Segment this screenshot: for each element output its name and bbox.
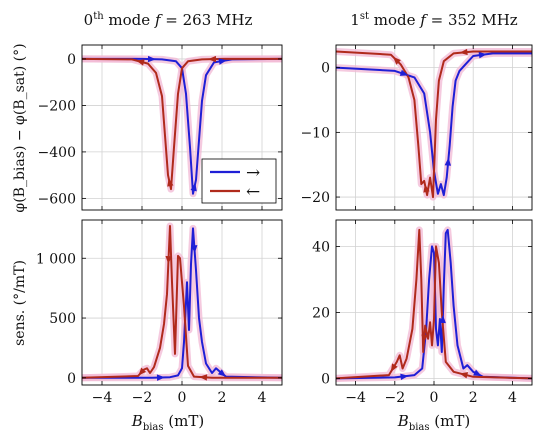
direction-arrow-forward [217,369,227,377]
x-tick-label: −2 [132,390,153,406]
direction-arrow-backward [423,184,430,193]
x-tick-label: −2 [384,390,405,406]
direction-arrow-backward [165,255,172,265]
x-tick-label: 2 [218,390,227,406]
direction-arrow-forward [218,58,227,65]
direction-arrow-backward [392,56,401,65]
y-tick-label: −10 [300,125,330,141]
y-tick-label: −200 [38,98,76,114]
series-line-forward [82,57,283,195]
x-tick-label: −4 [92,390,113,406]
y-tick-label: 500 [49,311,76,327]
direction-arrow-forward [190,182,197,192]
column-title-mode1: 1st mode f = 352 MHz [350,11,517,29]
direction-arrow-backward [208,55,217,63]
series-line-forward [82,227,283,379]
direction-arrow-forward [191,245,198,254]
column-title-mode0: 0th mode f = 263 MHz [84,11,253,29]
direction-arrow-backward [459,48,468,56]
direction-arrow-backward [421,334,428,343]
x-tick-label: 4 [258,390,267,406]
x-tick-label: 2 [469,390,478,406]
y-tick-label: 0 [67,371,76,387]
xlabel-mode1: Bbias (mT) [397,412,470,433]
direction-arrow-backward [136,59,145,66]
direction-arrow-forward [439,315,446,324]
direction-arrow-backward [459,372,469,379]
direction-arrow-forward [156,374,165,381]
panel-phase-mode0: 0 −200 −400 −600 [38,44,283,211]
panel-sens-mode1: 0 20 40 −4 −2 0 2 4 [312,219,533,406]
series-line-backward [335,228,533,380]
y-tick-label: 40 [312,239,330,255]
panel-phase-mode1: 0 −10 −20 [300,44,533,211]
ylabel-phase: φ(B_bias) − φ(B_sat) (°) [12,43,28,212]
y-tick-label: −20 [300,190,330,206]
series-line-forward [335,52,532,197]
legend-box [201,158,277,204]
panel-sens-mode0: 0 500 1 000 −4 −2 0 2 4 [36,219,283,406]
x-tick-label: −4 [345,390,366,406]
direction-arrow-forward [473,369,482,377]
legend: → ← [201,158,277,204]
y-tick-label: 1 000 [36,251,76,267]
series-line-backward [81,225,282,379]
series-line-backward [335,50,532,199]
y-tick-label: 0 [67,52,76,68]
direction-arrow-forward [478,52,487,59]
x-tick-label: 4 [508,390,517,406]
y-tick-label: −400 [38,145,76,161]
y-tick-label: 20 [312,305,330,321]
direction-arrow-forward [399,69,409,76]
y-tick-label: 0 [321,371,330,387]
direction-arrow-forward [400,373,409,380]
y-tick-label: −600 [38,191,76,207]
y-tick-label: 0 [321,61,330,77]
legend-backward-label: ← [246,182,260,202]
direction-arrow-backward [199,374,208,381]
direction-arrow-forward [444,157,452,166]
x-tick-label: 0 [430,390,439,406]
ylabel-sensitivity: sens. (°/mT) [12,260,28,346]
direction-arrow-backward [138,367,147,376]
xlabel-mode0: Bbias (mT) [131,412,204,433]
legend-forward-label: → [246,163,260,183]
x-tick-label: 0 [178,390,187,406]
series-line-backward [81,57,282,191]
direction-arrow-forward [147,55,156,63]
direction-arrow-backward [167,178,174,187]
direction-arrow-backward [390,363,398,372]
